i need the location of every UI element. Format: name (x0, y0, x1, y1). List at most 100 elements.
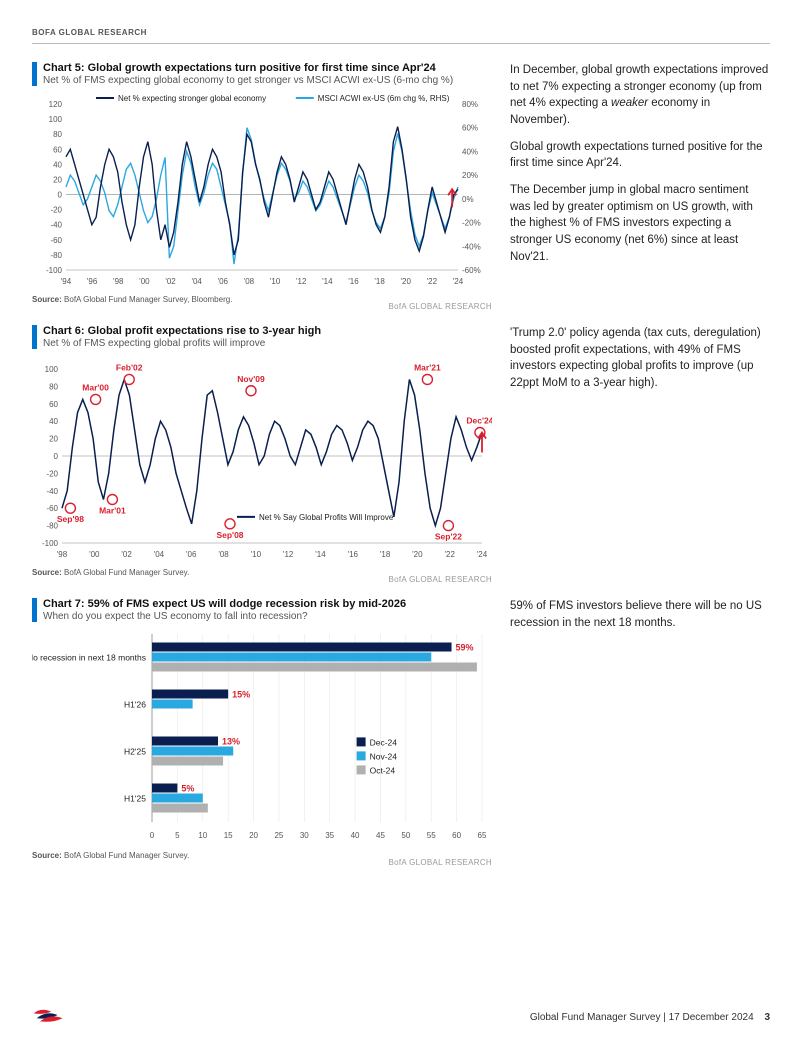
svg-text:'02: '02 (121, 550, 132, 559)
chart7-title: Chart 7: 59% of FMS expect US will dodge… (43, 598, 406, 610)
svg-text:'00: '00 (89, 550, 100, 559)
svg-text:MSCI ACWI ex-US (6m chg %, RHS: MSCI ACWI ex-US (6m chg %, RHS) (318, 94, 450, 103)
section-chart5: Chart 5: Global growth expectations turn… (32, 62, 770, 311)
svg-text:'14: '14 (322, 277, 333, 286)
commentary-paragraph: In December, global growth expectations … (510, 62, 770, 129)
svg-text:'22: '22 (444, 550, 455, 559)
svg-text:'22: '22 (427, 277, 438, 286)
svg-text:'02: '02 (165, 277, 176, 286)
svg-text:100: 100 (45, 365, 59, 374)
svg-text:-60: -60 (46, 504, 58, 513)
svg-text:Oct-24: Oct-24 (370, 765, 396, 775)
svg-text:Mar'21: Mar'21 (414, 362, 441, 372)
commentary-paragraph: Global growth expectations turned positi… (510, 139, 770, 172)
svg-text:59%: 59% (456, 643, 474, 653)
chart7-plot: 05101520253035404550556065No recession i… (32, 624, 492, 844)
chart6-title: Chart 6: Global profit expectations rise… (43, 325, 321, 337)
svg-text:20: 20 (49, 435, 58, 444)
svg-text:80%: 80% (462, 100, 478, 109)
chart5-source-text: BofA Global Fund Manager Survey, Bloombe… (64, 295, 232, 304)
chart7-subtitle: When do you expect the US economy to fal… (43, 611, 406, 622)
svg-text:20%: 20% (462, 171, 478, 180)
svg-text:0: 0 (58, 191, 63, 200)
svg-text:-40: -40 (46, 487, 58, 496)
svg-text:Dec'24: Dec'24 (466, 416, 492, 426)
svg-text:Nov-24: Nov-24 (370, 751, 398, 761)
svg-text:5: 5 (175, 831, 180, 840)
footer-page-number: 3 (764, 1012, 770, 1023)
chart6-source-text: BofA Global Fund Manager Survey. (64, 568, 189, 577)
svg-text:'18: '18 (374, 277, 385, 286)
svg-text:15: 15 (224, 831, 233, 840)
svg-text:'00: '00 (139, 277, 150, 286)
svg-text:60: 60 (49, 400, 58, 409)
footer-date: 17 December 2024 (669, 1012, 754, 1023)
commentary-paragraph: 59% of FMS investors believe there will … (510, 598, 770, 631)
svg-text:Sep'98: Sep'98 (57, 514, 84, 524)
svg-text:Net % Say Global Profits Will: Net % Say Global Profits Will Improve (259, 513, 394, 522)
svg-text:Mar'01: Mar'01 (99, 506, 126, 516)
header-brand: BofA GLOBAL RESEARCH (32, 28, 770, 44)
svg-text:Mar'00: Mar'00 (82, 382, 109, 392)
svg-text:0: 0 (150, 831, 155, 840)
svg-text:'98: '98 (57, 550, 68, 559)
svg-text:20: 20 (249, 831, 258, 840)
footer-doc-title: Global Fund Manager Survey (530, 1012, 661, 1023)
commentary-paragraph: 'Trump 2.0' policy agenda (tax cuts, der… (510, 325, 770, 392)
svg-text:'06: '06 (186, 550, 197, 559)
svg-text:100: 100 (49, 115, 63, 124)
svg-text:-20: -20 (50, 206, 62, 215)
footer-text: Global Fund Manager Survey | 17 December… (530, 1012, 770, 1023)
svg-text:'20: '20 (401, 277, 412, 286)
svg-text:-100: -100 (46, 266, 63, 275)
page-footer: Global Fund Manager Survey | 17 December… (32, 999, 770, 1023)
svg-text:H2'25: H2'25 (124, 747, 146, 757)
chart5-commentary: In December, global growth expectations … (492, 62, 770, 311)
chart7-source-text: BofA Global Fund Manager Survey. (64, 851, 189, 860)
svg-text:Feb'02: Feb'02 (116, 362, 143, 372)
svg-text:-80: -80 (50, 251, 62, 260)
svg-text:35: 35 (325, 831, 334, 840)
chart5-accent-bar (32, 62, 37, 86)
chart5-title: Chart 5: Global growth expectations turn… (43, 62, 453, 74)
chart6-plot: -100-80-60-40-20020406080100'98'00'02'04… (32, 351, 492, 561)
svg-text:80: 80 (53, 130, 62, 139)
svg-text:'12: '12 (283, 550, 294, 559)
chart7-accent-bar (32, 598, 37, 622)
svg-text:'04: '04 (154, 550, 165, 559)
svg-text:-60: -60 (50, 236, 62, 245)
svg-text:25: 25 (274, 831, 283, 840)
svg-text:20: 20 (53, 175, 62, 184)
section-chart7: Chart 7: 59% of FMS expect US will dodge… (32, 598, 770, 867)
svg-text:45: 45 (376, 831, 385, 840)
svg-text:40: 40 (351, 831, 360, 840)
svg-text:80: 80 (49, 382, 58, 391)
svg-text:120: 120 (49, 100, 63, 109)
svg-text:'18: '18 (380, 550, 391, 559)
svg-text:'10: '10 (270, 277, 281, 286)
svg-text:30: 30 (300, 831, 309, 840)
svg-text:40: 40 (49, 417, 58, 426)
svg-text:60: 60 (452, 831, 461, 840)
svg-text:60%: 60% (462, 124, 478, 133)
svg-text:Sep'08: Sep'08 (216, 530, 243, 540)
svg-text:H1'25: H1'25 (124, 794, 146, 804)
svg-text:-40: -40 (50, 221, 62, 230)
svg-text:'08: '08 (218, 550, 229, 559)
chart6-commentary: 'Trump 2.0' policy agenda (tax cuts, der… (492, 325, 770, 584)
svg-text:Dec-24: Dec-24 (370, 737, 398, 747)
svg-text:'98: '98 (113, 277, 124, 286)
chart5-subtitle: Net % of FMS expecting global economy to… (43, 75, 453, 86)
svg-text:'06: '06 (218, 277, 229, 286)
svg-text:65: 65 (478, 831, 487, 840)
svg-text:'04: '04 (191, 277, 202, 286)
chart7-commentary: 59% of FMS investors believe there will … (492, 598, 770, 867)
svg-text:40: 40 (53, 160, 62, 169)
section-chart6: Chart 6: Global profit expectations rise… (32, 325, 770, 584)
svg-text:H1'26: H1'26 (124, 700, 146, 710)
svg-text:Net % expecting stronger globa: Net % expecting stronger global economy (118, 94, 266, 103)
svg-text:Sep'22: Sep'22 (435, 532, 462, 542)
svg-text:55: 55 (427, 831, 436, 840)
svg-text:'16: '16 (348, 550, 359, 559)
chart6-accent-bar (32, 325, 37, 349)
